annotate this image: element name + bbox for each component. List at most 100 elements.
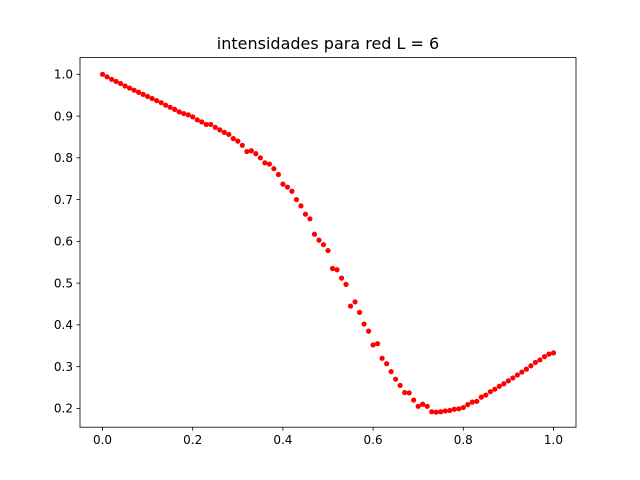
data-point	[451, 406, 457, 412]
x-tick-label: 0.8	[454, 433, 473, 447]
data-point	[253, 151, 259, 157]
y-tick-label: 0.9	[54, 109, 73, 123]
data-point	[221, 129, 227, 135]
data-point	[541, 354, 548, 360]
data-point	[113, 78, 119, 85]
data-point	[402, 389, 408, 396]
data-point	[537, 357, 543, 363]
data-point	[420, 401, 426, 407]
data-point	[514, 372, 520, 378]
data-point	[244, 148, 250, 155]
data-point	[194, 117, 200, 123]
data-point	[442, 408, 448, 414]
data-point	[190, 114, 196, 120]
data-point	[347, 303, 354, 309]
x-tick-label: 1.0	[544, 433, 563, 447]
x-tick-label: 0.0	[93, 433, 112, 447]
data-point	[145, 93, 151, 100]
data-point	[352, 299, 358, 305]
data-point	[257, 155, 263, 161]
data-point	[131, 87, 137, 93]
data-point	[411, 397, 417, 403]
data-point	[528, 363, 534, 369]
data-point	[230, 136, 236, 142]
data-point	[266, 161, 272, 167]
data-point	[136, 89, 142, 95]
data-point	[361, 321, 367, 327]
data-points	[99, 71, 557, 415]
data-point	[478, 394, 484, 400]
x-tick-label: 0.2	[183, 433, 202, 447]
data-point	[338, 275, 345, 281]
data-point	[447, 407, 453, 414]
plot-frame	[79, 57, 577, 428]
data-point	[293, 196, 300, 203]
data-point	[149, 95, 155, 102]
data-point	[356, 309, 363, 315]
y-tick-label: 0.2	[54, 402, 73, 416]
data-point	[99, 71, 106, 77]
data-point	[532, 359, 539, 366]
x-tick-label: 0.4	[273, 433, 292, 447]
data-point	[546, 351, 552, 357]
data-point	[235, 138, 241, 144]
data-point	[388, 369, 394, 375]
data-point	[307, 216, 313, 222]
data-point	[217, 127, 223, 133]
data-point	[415, 403, 421, 409]
data-point	[262, 160, 268, 166]
data-point	[501, 381, 507, 387]
x-tick-label: 0.6	[364, 433, 383, 447]
data-point	[104, 74, 110, 80]
data-point	[316, 237, 322, 243]
data-point	[523, 366, 530, 372]
data-point	[329, 265, 336, 272]
data-point	[185, 112, 191, 118]
data-point	[284, 184, 291, 190]
data-point	[465, 402, 471, 408]
data-point	[167, 104, 173, 110]
y-tick-label: 0.3	[54, 360, 73, 374]
data-point	[154, 98, 160, 104]
data-point	[474, 398, 480, 404]
data-point	[343, 281, 349, 287]
data-point	[248, 148, 254, 154]
data-point	[108, 76, 115, 82]
data-point	[325, 247, 331, 254]
data-point	[384, 361, 390, 367]
data-point	[140, 91, 146, 97]
data-point	[334, 267, 340, 273]
data-point	[117, 80, 124, 87]
data-point	[438, 409, 444, 415]
data-point	[379, 355, 385, 361]
data-point	[158, 100, 164, 106]
data-point	[510, 375, 516, 381]
data-point	[456, 406, 462, 412]
data-point	[302, 211, 309, 217]
data-point	[271, 166, 277, 172]
y-tick-label: 0.8	[54, 151, 73, 165]
data-point	[397, 382, 403, 389]
data-point	[199, 119, 205, 125]
data-point	[429, 409, 435, 415]
data-point	[320, 242, 327, 248]
data-point	[519, 369, 525, 375]
data-point	[505, 378, 511, 384]
data-point	[496, 383, 502, 389]
data-point	[280, 181, 286, 187]
data-point	[550, 350, 557, 356]
data-point	[433, 409, 439, 415]
data-point	[483, 392, 489, 398]
data-point	[122, 83, 128, 89]
chart-title: intensidades para red L = 6	[217, 34, 439, 53]
y-tick-label: 1.0	[54, 68, 73, 82]
data-point	[289, 188, 295, 194]
y-tick-label: 0.7	[54, 193, 73, 207]
data-point	[311, 231, 318, 237]
data-point	[460, 404, 466, 411]
data-point	[239, 142, 245, 148]
data-point	[176, 109, 182, 115]
data-point	[393, 376, 399, 382]
y-tick-label: 0.6	[54, 235, 73, 249]
